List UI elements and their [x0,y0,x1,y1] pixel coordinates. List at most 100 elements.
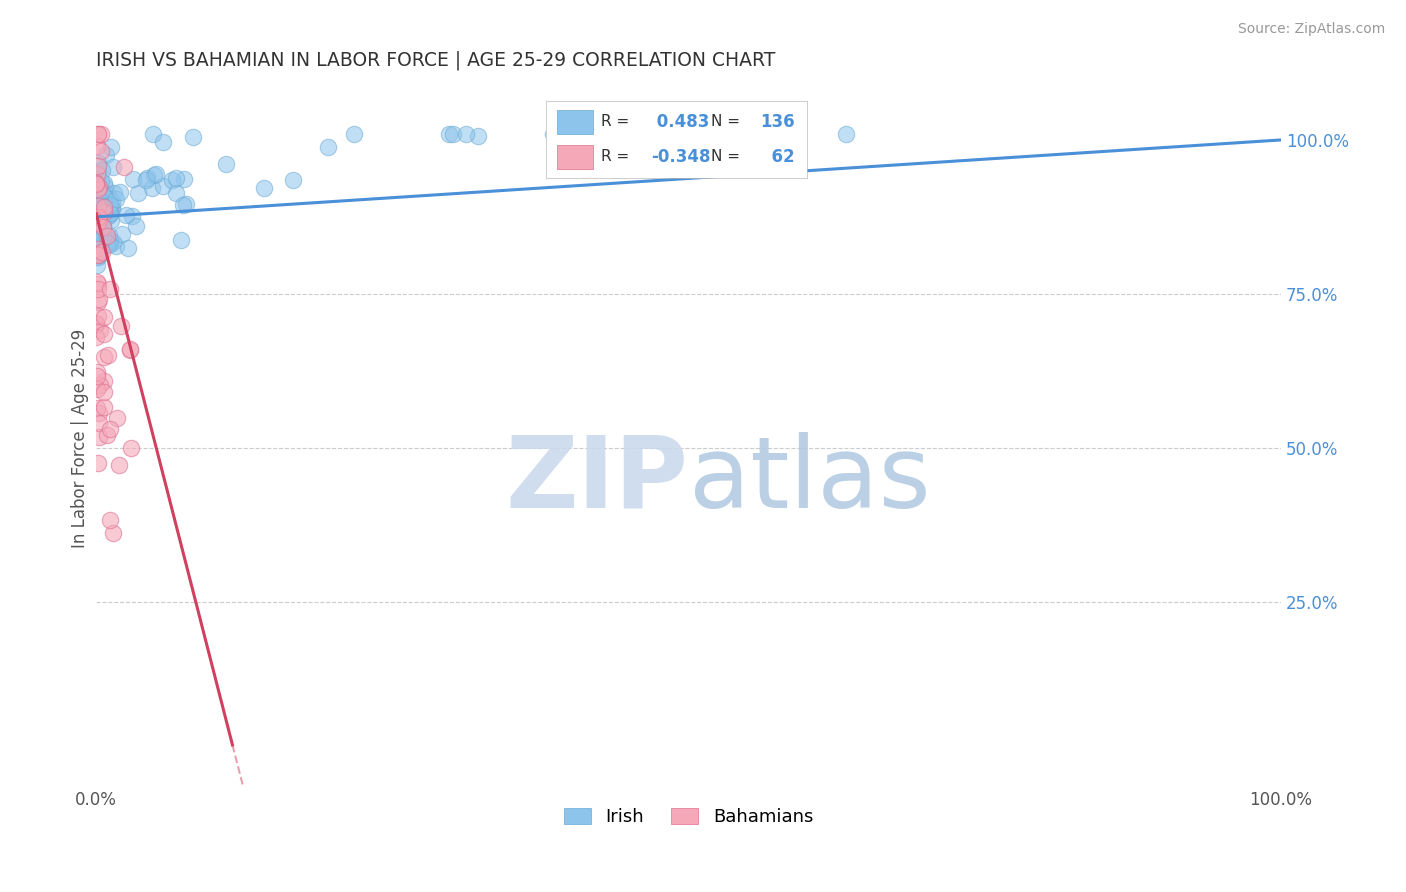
Point [86,211,108,226]
Point [101,201,124,215]
Point [91,220,114,235]
Point [87,309,110,323]
Point [91,227,114,242]
Point [467,128,489,143]
Point [93,375,115,389]
Point [145,167,167,181]
Point [456,127,478,141]
Point [104,239,127,253]
Point [120,343,142,357]
Point [117,242,139,256]
Point [165,186,187,200]
Point [98,202,121,216]
Point [98,192,121,206]
Point [89,417,111,431]
Point [86,219,108,233]
Point [93,214,115,228]
Point [578,127,600,141]
Point [89,232,111,246]
Point [87,203,110,218]
Point [96,228,118,243]
Point [172,198,194,212]
Point [87,156,110,170]
Point [215,157,238,171]
Point [93,188,115,202]
Point [84,178,107,192]
Point [91,202,114,216]
Point [98,282,121,296]
Point [91,202,114,217]
Point [110,318,132,333]
Point [86,258,108,272]
Point [86,369,108,384]
Point [90,202,112,217]
Point [100,202,122,217]
Point [86,228,108,243]
Point [86,217,108,231]
Point [105,193,128,207]
Point [87,282,110,296]
Point [91,197,114,211]
Point [84,317,107,331]
Point [181,130,204,145]
Point [86,172,108,186]
Point [97,200,120,214]
Point [101,160,124,174]
Legend: Irish, Bahamians: Irish, Bahamians [557,800,820,833]
Point [89,213,111,227]
Point [100,139,122,153]
Point [120,441,142,455]
Point [86,191,108,205]
Point [86,206,108,220]
Point [86,210,108,224]
Point [165,171,187,186]
Point [86,401,108,416]
Point [98,198,121,212]
Point [98,237,121,252]
Point [122,172,145,186]
Point [89,323,111,337]
Point [86,231,108,245]
Point [94,147,117,161]
Point [87,179,110,194]
Point [87,199,110,213]
Point [89,198,111,212]
Point [143,168,166,182]
Point [93,201,115,215]
Point [90,201,112,215]
Point [91,230,114,244]
Point [135,173,157,187]
Point [89,211,111,226]
Point [96,192,118,206]
Point [91,219,114,234]
Point [111,227,134,241]
Point [93,180,115,194]
Point [118,343,141,357]
Point [441,127,464,141]
Point [90,234,112,248]
Point [152,179,174,194]
Point [115,208,138,222]
Point [86,127,108,141]
Point [89,378,111,392]
Point [89,244,111,259]
Point [98,203,121,218]
Point [93,207,115,221]
Point [84,316,107,330]
Point [97,348,120,362]
Point [86,139,108,153]
Point [86,192,108,206]
Point [648,127,671,141]
Point [93,350,115,364]
Point [160,173,183,187]
Point [87,227,110,241]
Point [94,199,117,213]
Point [89,202,111,217]
Text: ZIP: ZIP [506,432,689,529]
Point [253,181,276,195]
Point [98,205,121,219]
Point [98,513,121,527]
Point [108,186,131,200]
Point [101,202,124,216]
Point [87,195,110,210]
